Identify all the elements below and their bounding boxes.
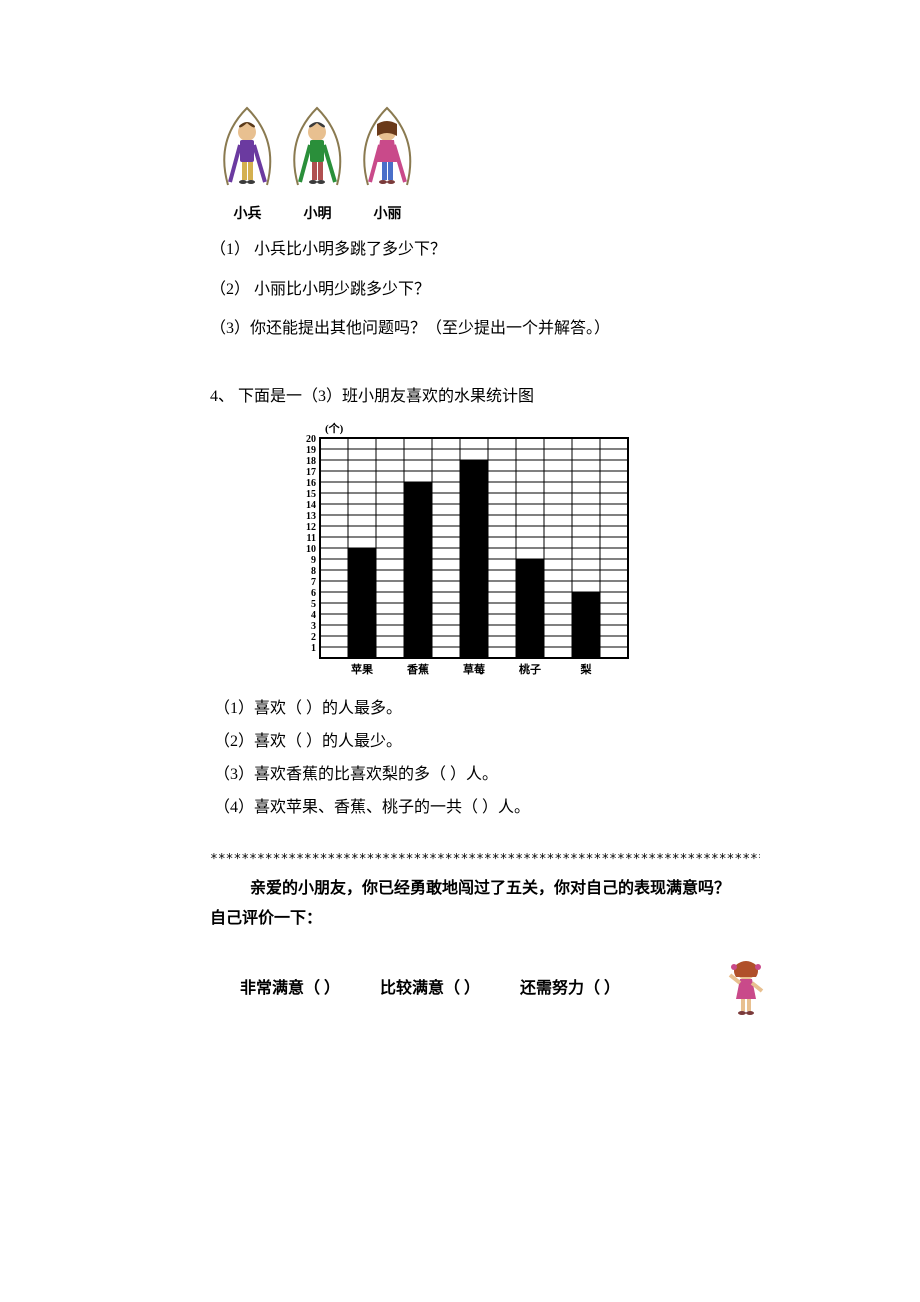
jump-rope-kid-icon <box>290 100 345 200</box>
sub-question-2: （2）喜欢（ ）的人最少。 <box>214 728 760 755</box>
closing-kid-icon <box>722 957 770 1022</box>
kid-xiaobing: 小兵 <box>220 100 275 223</box>
svg-text:18: 18 <box>306 456 316 467</box>
self-evaluation-row: 非常满意（ ） 比较满意（ ） 还需努力（ ） <box>240 974 760 998</box>
svg-text:10: 10 <box>306 544 316 555</box>
sub-question-3: （3）喜欢香蕉的比喜欢梨的多（ ）人。 <box>214 761 760 788</box>
jump-rope-figures: 小兵 小明 <box>220 100 760 223</box>
svg-text:16: 16 <box>306 478 316 489</box>
bar-chart-svg: (个)1234567891011121314151617181920苹果香蕉草莓… <box>290 418 636 680</box>
svg-text:苹果: 苹果 <box>351 662 373 676</box>
chart-title: 4、 下面是一（3）班小朋友喜欢的水果统计图 <box>210 382 760 406</box>
svg-text:梨: 梨 <box>580 662 593 676</box>
jump-rope-kid-icon <box>220 100 275 200</box>
question-2: （2） 小丽比小明少跳多少下？ <box>210 277 760 303</box>
eval-need-effort: 还需努力（ ） <box>520 974 620 998</box>
svg-text:15: 15 <box>306 489 316 500</box>
eval-fairly-satisfied: 比较满意（ ） <box>380 974 480 998</box>
svg-text:桃子: 桃子 <box>519 662 541 676</box>
eval-very-satisfied: 非常满意（ ） <box>240 974 340 998</box>
jump-rope-kid-icon <box>360 100 415 200</box>
svg-text:20: 20 <box>306 434 316 445</box>
svg-text:3: 3 <box>311 621 316 632</box>
sub-question-1: （1）喜欢（ ）的人最多。 <box>214 695 760 722</box>
kid-xiaoli: 小丽 <box>360 100 415 223</box>
svg-text:2: 2 <box>311 632 316 643</box>
kid-name-label: 小明 <box>304 203 332 223</box>
sub-question-4: （4）喜欢苹果、香蕉、桃子的一共（ ）人。 <box>214 794 760 821</box>
svg-text:(个): (个) <box>325 421 344 435</box>
closing-line-1: 亲爱的小朋友，你已经勇敢地闯过了五关，你对自己的表现满意吗？ <box>250 875 760 904</box>
svg-text:19: 19 <box>306 445 316 456</box>
svg-text:5: 5 <box>311 599 316 610</box>
svg-text:13: 13 <box>306 511 316 522</box>
svg-text:1: 1 <box>311 643 316 654</box>
question-3: （3）你还能提出其他问题吗？（至少提出一个并解答。） <box>210 316 760 342</box>
svg-text:香蕉: 香蕉 <box>406 662 429 676</box>
svg-text:7: 7 <box>311 577 316 588</box>
svg-text:9: 9 <box>311 555 316 566</box>
divider: ****************************************… <box>210 852 760 867</box>
svg-text:草莓: 草莓 <box>463 662 485 676</box>
svg-text:17: 17 <box>306 467 316 478</box>
kid-name-label: 小兵 <box>234 203 262 223</box>
svg-text:14: 14 <box>306 500 316 511</box>
question-1: （1） 小兵比小明多跳了多少下？ <box>210 237 760 263</box>
fruit-bar-chart: (个)1234567891011121314151617181920苹果香蕉草莓… <box>290 418 760 680</box>
svg-text:4: 4 <box>311 610 316 621</box>
svg-text:8: 8 <box>311 566 316 577</box>
svg-text:11: 11 <box>307 533 316 544</box>
kid-xiaoming: 小明 <box>290 100 345 223</box>
closing-line-2: 自己评价一下： <box>210 905 760 934</box>
kid-name-label: 小丽 <box>374 203 402 223</box>
svg-text:12: 12 <box>306 522 316 533</box>
svg-text:6: 6 <box>311 588 316 599</box>
